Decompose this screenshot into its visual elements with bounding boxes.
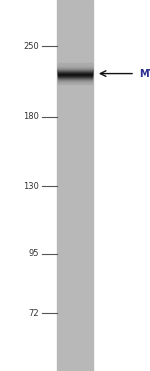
Bar (58, 72, 92, 73)
Bar (58, 72, 92, 73)
Bar (58, 73, 92, 75)
Bar (58, 77, 92, 78)
Bar (58, 66, 92, 67)
Bar (58, 78, 92, 79)
Bar (58, 79, 92, 80)
Bar (58, 75, 92, 76)
Text: 72: 72 (28, 309, 39, 318)
Bar (58, 74, 92, 75)
Bar (58, 65, 92, 66)
Text: 250: 250 (23, 42, 39, 51)
Bar (58, 78, 92, 79)
Bar (58, 78, 92, 79)
Bar (58, 71, 92, 72)
Bar (58, 82, 92, 83)
Bar (58, 63, 92, 64)
Bar (58, 65, 92, 66)
Bar (58, 70, 92, 71)
Bar (58, 66, 92, 67)
Bar (57, 0, 93, 371)
Bar (58, 71, 92, 72)
Text: 180: 180 (23, 112, 39, 121)
Bar (58, 70, 92, 72)
Bar (58, 67, 92, 68)
Bar (58, 66, 92, 67)
Bar (58, 82, 92, 83)
Bar (58, 67, 92, 68)
Bar (58, 69, 92, 70)
Bar (58, 69, 92, 70)
Bar (58, 79, 92, 81)
Bar (58, 73, 92, 74)
Bar (58, 68, 92, 69)
Text: 95: 95 (28, 249, 39, 258)
Bar (58, 81, 92, 82)
Bar (58, 76, 92, 77)
Bar (58, 81, 92, 82)
Bar (58, 73, 92, 74)
Bar (58, 65, 92, 66)
Bar (58, 76, 92, 77)
Bar (58, 80, 92, 81)
Bar (58, 82, 92, 83)
Bar (58, 77, 92, 78)
Bar (58, 80, 92, 81)
Bar (58, 75, 92, 76)
Bar (58, 64, 92, 65)
Bar (58, 81, 92, 82)
Bar (58, 82, 92, 83)
Bar (58, 69, 92, 70)
Bar (58, 77, 92, 78)
Bar (58, 63, 92, 65)
Bar (58, 70, 92, 71)
Bar (58, 74, 92, 75)
Bar (58, 72, 92, 73)
Bar (58, 75, 92, 76)
Bar (58, 68, 92, 69)
Bar (58, 74, 92, 75)
Text: MYH10: MYH10 (140, 69, 150, 79)
Bar (58, 76, 92, 78)
Text: 130: 130 (23, 182, 39, 191)
Bar (58, 69, 92, 70)
Bar (58, 64, 92, 65)
Bar (58, 79, 92, 80)
Bar (58, 68, 92, 69)
Bar (58, 79, 92, 80)
Bar (58, 66, 92, 68)
